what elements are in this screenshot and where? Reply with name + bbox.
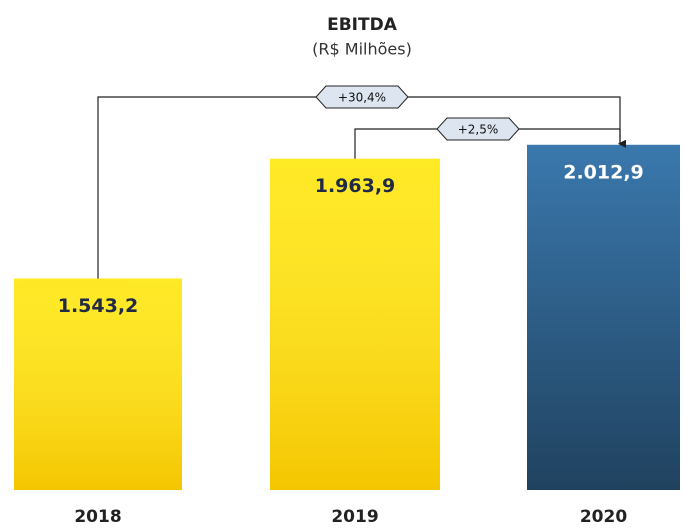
bar-shade — [14, 278, 182, 490]
value-label: 2.012,9 — [563, 161, 644, 183]
annotation-box — [436, 117, 520, 141]
bar-shade — [527, 144, 680, 491]
chart-subtitle: (R$ Milhões) — [312, 40, 412, 59]
value-label: 1.963,9 — [315, 175, 396, 197]
x-tick-label: 2019 — [331, 507, 378, 527]
x-tick-label: 2018 — [74, 507, 121, 527]
x-tick-label: 2020 — [580, 507, 627, 527]
annotation: +30,4% — [338, 91, 386, 105]
chart-title: EBITDA — [327, 15, 398, 35]
annotation-box — [315, 85, 409, 109]
value-label: 1.543,2 — [58, 295, 139, 317]
bar-shade — [270, 158, 440, 491]
annotation: +2,5% — [458, 123, 499, 137]
